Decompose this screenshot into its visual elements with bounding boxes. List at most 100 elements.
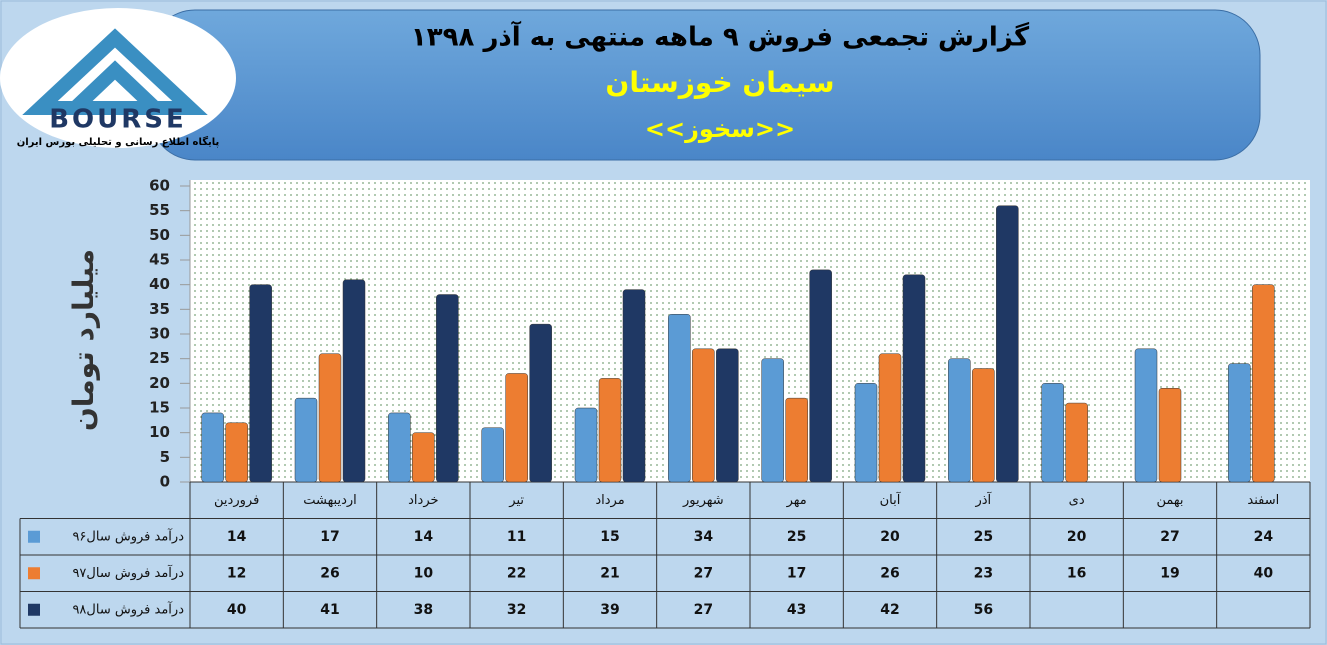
logo-caption: پایگاه اطلاع رسانی و تحلیلی بورس ایران [17,135,220,148]
table-cell: 25 [974,529,993,545]
table-cell: 27 [694,602,713,618]
table-cell: 34 [694,529,714,545]
table-cell: 27 [694,565,713,581]
table-cell: 38 [414,602,433,618]
table-cell: 25 [787,529,806,545]
logo-name: BOURSE [49,105,187,135]
table-cell: 17 [320,529,339,545]
x-tick-label: اسفند [1247,493,1279,508]
bar [622,289,646,483]
bar [668,314,691,483]
legend-label: درآمد فروش سال۹۷ [72,564,184,581]
bar [996,205,1019,483]
table-cell: 16 [1067,565,1086,581]
y-tick-label: 60 [149,177,170,195]
table-cell: 26 [320,565,339,581]
legend-swatch [28,567,40,580]
bar [902,274,926,483]
table-cell: 22 [507,565,526,581]
x-tick-label: دی [1069,493,1085,508]
bar [785,397,808,483]
bar [1252,284,1275,483]
bar [294,397,318,483]
bar [481,427,504,483]
y-tick-label: 20 [149,374,170,392]
table-cell: 21 [600,565,619,581]
table-cell: 39 [600,602,619,618]
chart-title: گزارش تجمعی فروش ۹ ماهه منتهی به آذر ۱۳۹… [411,21,1030,53]
table-cell: 32 [507,602,526,618]
table-cell: 27 [1160,529,1179,545]
table-cell: 11 [507,529,526,545]
bar [948,358,971,483]
table-cell: 14 [227,529,247,545]
table-cell: 41 [320,602,339,618]
legend-swatch [28,530,40,543]
x-tick-label: فروردین [214,493,259,508]
bar [529,323,552,483]
table-cell: 43 [787,602,806,618]
x-tick-label: تیر [508,493,524,508]
table-cell: 10 [414,565,434,581]
x-tick-label: آذر [974,491,992,508]
bar [972,368,995,483]
legend-label: درآمد فروش سال۹۸ [72,600,184,617]
y-axis-label: میلیارد تومان [67,249,100,431]
table-cell: 15 [600,529,619,545]
bar [1041,383,1064,483]
bar [388,412,411,483]
x-tick-label: مرداد [595,493,624,508]
bar [505,373,528,483]
table-cell: 20 [1067,529,1087,545]
table-cell: 17 [787,565,806,581]
table-cell: 23 [974,565,993,581]
bar [854,383,878,483]
table-cell: 20 [880,529,900,545]
y-tick-label: 30 [149,325,170,343]
y-tick-label: 55 [149,201,170,219]
x-tick-label: آبان [880,491,902,508]
bar [1228,363,1251,483]
ticker: <<سخوز>> [645,115,795,143]
legend-swatch [28,603,40,616]
bar [692,348,715,483]
table-cell: 24 [1254,529,1274,545]
x-tick-label: شهریور [682,493,724,508]
bar [809,269,832,483]
bar [716,348,739,483]
bar [225,422,248,483]
y-tick-label: 0 [160,473,170,491]
y-tick-label: 45 [149,251,170,269]
y-tick-label: 10 [149,423,170,441]
y-tick-label: 15 [149,399,170,417]
logo-icon [22,28,208,115]
bar [412,432,435,483]
table-cell: 42 [880,602,899,618]
table-cell: 56 [974,602,993,618]
bar [574,407,598,483]
table-cell: 26 [880,565,899,581]
bar [1065,402,1088,483]
bar [249,284,272,483]
legend-label: درآمد فروش سال۹۶ [72,527,184,544]
bar [201,412,224,483]
chart-subtitle: سیمان خوزستان [605,66,834,99]
plot-area [190,180,1310,482]
table-cell: 19 [1160,565,1179,581]
y-tick-label: 40 [149,275,170,293]
table-cell: 40 [227,602,247,618]
y-tick-label: 5 [160,448,170,466]
table-cell: 12 [227,565,246,581]
bar [1158,388,1182,483]
y-tick-label: 25 [149,349,170,367]
x-tick-label: اردیبهشت [303,493,357,508]
bar [436,294,459,483]
x-tick-label: بهمن [1156,493,1183,508]
bar [318,353,342,483]
y-tick-label: 50 [149,226,170,244]
bar [1134,348,1158,483]
bar [878,353,902,483]
y-tick-label: 35 [149,300,170,318]
x-tick-label: خرداد [408,493,438,508]
